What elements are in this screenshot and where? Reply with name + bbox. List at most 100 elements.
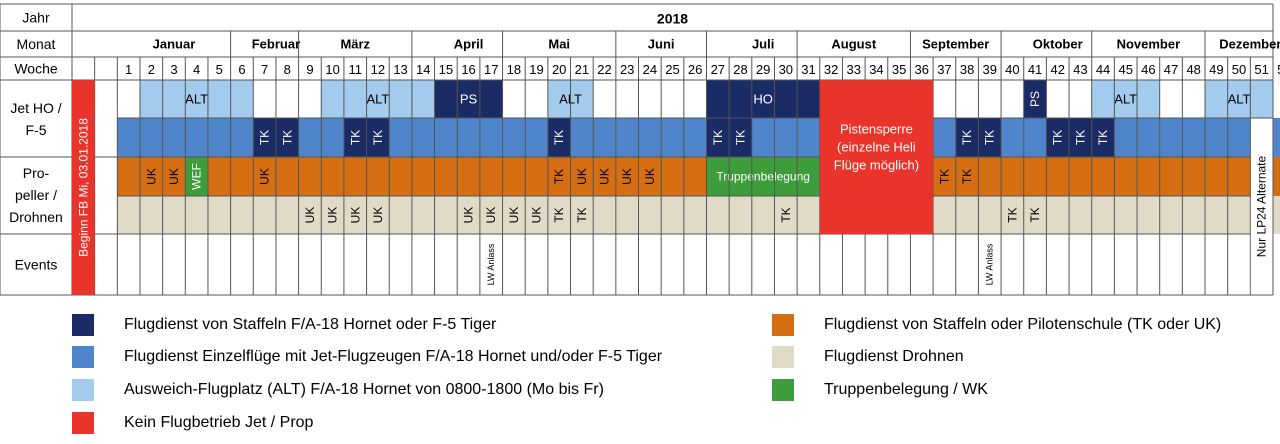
week-number: 12 <box>371 62 385 77</box>
row-label-prop: Drohnen <box>9 209 63 225</box>
legend-swatch <box>772 346 794 368</box>
jet-tk-label: TK <box>280 130 294 145</box>
month-label: August <box>831 37 876 52</box>
year-header-label: Jahr <box>22 10 50 26</box>
week-number: 49 <box>1209 62 1223 77</box>
month-label: September <box>922 37 989 52</box>
jet-tk-label: TK <box>552 130 566 145</box>
jet-tk-label: TK <box>258 130 272 145</box>
pistensperre-label: (einzelne Heli <box>837 140 916 155</box>
legend-item: Truppenbelegung / WK <box>772 377 988 403</box>
month-header-label: Monat <box>17 36 56 52</box>
jet-tk-label: TK <box>960 130 974 145</box>
prop-mark-label: UK <box>575 168 589 185</box>
row-label-events: Events <box>15 257 58 273</box>
jet-block-label: HO <box>753 92 773 107</box>
week-number: 41 <box>1028 62 1042 77</box>
week-number: 21 <box>575 62 589 77</box>
ende-fb-label: Ende FB Mi, 19.12.2018 <box>1277 122 1280 252</box>
week-number: 47 <box>1164 62 1178 77</box>
legend-item: Flugdienst von Staffeln oder Pilotenschu… <box>772 312 1221 338</box>
jet-block-ho <box>706 80 820 118</box>
week-number: 20 <box>552 62 566 77</box>
jet-block-label: ALT <box>185 92 208 107</box>
month-label: Dezember <box>1219 37 1280 52</box>
week-number: 18 <box>507 62 521 77</box>
week-number: 4 <box>193 62 200 77</box>
pistensperre-label: Pistensperre <box>840 122 913 137</box>
week-number: 43 <box>1073 62 1087 77</box>
week-number: 31 <box>801 62 815 77</box>
jet-tk-label: TK <box>1051 130 1065 145</box>
week-number: 19 <box>529 62 543 77</box>
month-label: Januar <box>153 37 196 52</box>
legend-text: Flugdienst von Staffeln oder Pilotenschu… <box>824 316 1222 333</box>
week-number: 2 <box>148 62 155 77</box>
week-number: 1 <box>125 62 132 77</box>
week-number: 11 <box>349 62 363 77</box>
month-label: März <box>340 37 370 52</box>
week-number: 6 <box>238 62 245 77</box>
drone-mark-label: UK <box>303 207 317 224</box>
lp24-block <box>1250 118 1273 295</box>
week-number: 15 <box>439 62 453 77</box>
week-number: 32 <box>824 62 838 77</box>
truppenbelegung-label: Truppenbelegung <box>716 170 810 184</box>
week-number: 48 <box>1186 62 1200 77</box>
week-number: 22 <box>597 62 611 77</box>
pistensperre-label: Flüge möglich) <box>834 158 919 173</box>
drone-mark-label: TK <box>1028 207 1042 222</box>
week-number: 7 <box>261 62 268 77</box>
prop-mark-label: UK <box>258 168 272 185</box>
jet-block-label: ALT <box>366 92 389 107</box>
month-label: Juni <box>648 37 675 52</box>
begin-fb-label: Beginn FB Mi, 03.01.2018 <box>76 118 90 257</box>
week-number: 23 <box>620 62 634 77</box>
week-number: 51 <box>1254 62 1268 77</box>
week-header-label: Woche <box>14 61 58 77</box>
week-number: 5 <box>216 62 223 77</box>
week-number: 24 <box>643 62 657 77</box>
drone-mark-label: UK <box>484 207 498 224</box>
week-number: 25 <box>665 62 679 77</box>
week-number: 29 <box>756 62 770 77</box>
jet-tk-label: TK <box>371 130 385 145</box>
legend-text: Ausweich-Flugplatz (ALT) F/A-18 Hornet v… <box>124 381 604 398</box>
drone-mark-label: UK <box>371 207 385 224</box>
legend-swatch <box>72 314 94 336</box>
week-number: 38 <box>960 62 974 77</box>
week-number: 16 <box>461 62 475 77</box>
prop-mark-label: UK <box>598 168 612 185</box>
jet-staffel-cell <box>1091 118 1115 157</box>
drone-mark-label: TK <box>1005 207 1019 222</box>
week-number: 42 <box>1050 62 1064 77</box>
week-number: 27 <box>711 62 725 77</box>
jet-block-label: ALT <box>1228 92 1251 107</box>
legend-swatch <box>772 379 794 401</box>
legend-text: Flugdienst von Staffeln F/A-18 Hornet od… <box>124 316 497 333</box>
week-number: 35 <box>892 62 906 77</box>
month-label: Oktober <box>1033 37 1083 52</box>
jet-block-label: ALT <box>1114 92 1137 107</box>
jet-staffel-cell <box>978 118 1002 157</box>
begin-fb-bar <box>72 80 95 295</box>
pistensperre-block <box>819 80 934 234</box>
prop-mark-label: UK <box>643 168 657 185</box>
drone-mark-label: TK <box>575 207 589 222</box>
week-number: 52 <box>1277 62 1280 77</box>
prop-mark-label: UK <box>167 168 181 185</box>
jet-staffel-cell <box>547 118 571 157</box>
drone-mark-label: UK <box>462 207 476 224</box>
month-label: Mai <box>548 37 570 52</box>
event-label: LW Anlass <box>985 243 995 285</box>
week-number: 28 <box>733 62 747 77</box>
jet-tk-label: TK <box>711 130 725 145</box>
week-number: 34 <box>869 62 883 77</box>
truppenbelegung-block <box>706 157 820 196</box>
prop-special-cell <box>185 157 208 196</box>
month-label: April <box>454 37 484 52</box>
legend-text: Flugdienst Einzelflüge mit Jet-Flugzeuge… <box>124 348 663 365</box>
month-label: November <box>1117 37 1181 52</box>
week-number: 46 <box>1141 62 1155 77</box>
